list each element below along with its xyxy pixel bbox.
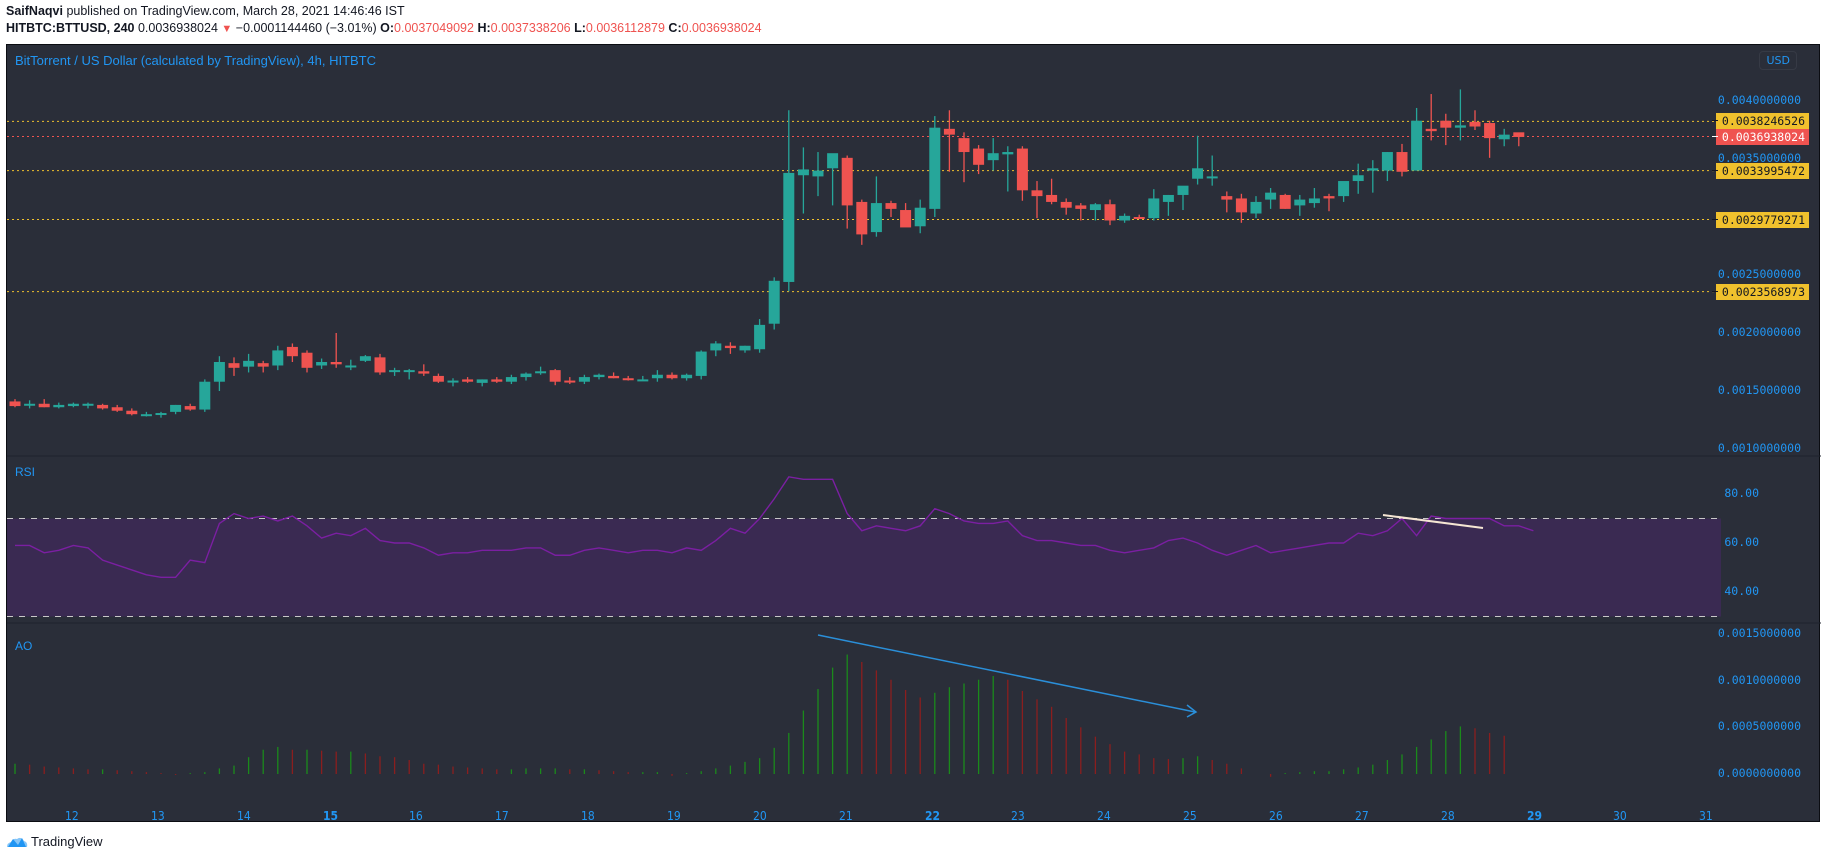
ao-axis-label: 0.0005000000	[1717, 719, 1801, 734]
chart-frame[interactable]: BitTorrent / US Dollar (calculated by Tr…	[6, 44, 1821, 823]
level-price-tag: 0.0033995472	[1711, 162, 1809, 179]
time-axis-label: 23	[1011, 809, 1025, 823]
currency-button[interactable]: USD	[1759, 51, 1797, 70]
price-axis-label: 0.0035000000	[1717, 151, 1801, 165]
time-axis-label: 27	[1355, 809, 1369, 823]
price-axis-label: 0.0010000000	[1717, 441, 1801, 455]
time-axis-label: 31	[1699, 809, 1713, 823]
time-axis-label: 13	[151, 809, 165, 823]
brand-name: TradingView	[31, 834, 103, 849]
price-axis-label: 0.0020000000	[1717, 325, 1801, 339]
high-label: H:	[477, 21, 491, 35]
time-axis-label: 22	[925, 809, 941, 823]
chart-title: BitTorrent / US Dollar (calculated by Tr…	[15, 53, 377, 68]
author-name[interactable]: SaifNaqvi	[6, 4, 63, 18]
low-value: 0.0036112879	[585, 21, 665, 35]
time-axis-label: 29	[1527, 809, 1543, 823]
price-axis-label: 0.0025000000	[1717, 267, 1801, 281]
time-axis-label: 28	[1441, 809, 1455, 823]
open-label: O:	[380, 21, 395, 35]
ao-label: AO	[15, 639, 33, 653]
time-axis-label: 17	[495, 809, 509, 823]
rsi-axis-label: 60.00	[1724, 535, 1759, 549]
rsi-axis-label: 80.00	[1724, 486, 1759, 500]
time-axis-label: 24	[1097, 809, 1111, 823]
rsi-label: RSI	[15, 465, 36, 479]
price-change: −0.0001144460 (−3.01%)	[235, 21, 377, 35]
high-value: 0.0037338206	[490, 21, 571, 35]
close-value: 0.0036938024	[681, 21, 762, 35]
chart-canvas[interactable]	[7, 45, 1821, 823]
last-price: 0.0036938024	[137, 21, 218, 35]
time-axis-label: 19	[667, 809, 681, 823]
time-axis-label: 20	[753, 809, 767, 823]
time-axis-label: 25	[1183, 809, 1197, 823]
time-axis-label: 26	[1269, 809, 1283, 823]
ao-axis-label: 0.0010000000	[1717, 672, 1801, 687]
published-text: published on TradingView.com, March 28, …	[62, 4, 405, 18]
price-axis-label: 0.0015000000	[1717, 383, 1801, 397]
time-axis-label: 30	[1613, 809, 1627, 823]
tradingview-logo[interactable]: TradingView	[6, 834, 103, 849]
time-axis-label: 12	[65, 809, 79, 823]
tradingview-cloud-icon	[7, 837, 28, 847]
ao-axis-label: 0.0015000000	[1717, 626, 1801, 640]
symbol-label: HITBTC:BTTUSD, 240	[6, 21, 135, 35]
level-price-tag: 0.0038246526	[1711, 113, 1809, 130]
time-axis-label: 18	[581, 809, 595, 823]
current-price-tag: 0.0036938024	[1711, 128, 1809, 145]
ao-axis-label: 0.0000000000	[1717, 766, 1801, 780]
level-price-tag: 0.0029779271	[1711, 211, 1809, 228]
time-axis-label: 14	[237, 809, 251, 823]
price-axis-label: 0.0040000000	[1717, 93, 1801, 107]
symbol-info: HITBTC:BTTUSD, 240 0.0036938024 ▼ −0.000…	[6, 21, 762, 35]
level-price-tag: 0.0023568973	[1711, 283, 1809, 300]
time-axis-label: 21	[839, 809, 853, 823]
time-axis-label: 16	[409, 809, 423, 823]
time-axis-label: 15	[323, 809, 339, 823]
low-label: L:	[574, 21, 586, 35]
open-value: 0.0037049092	[394, 21, 474, 35]
close-label: C:	[668, 21, 682, 35]
rsi-axis-label: 40.00	[1724, 584, 1759, 598]
down-triangle-icon: ▼	[221, 23, 233, 35]
publish-info: SaifNaqvi published on TradingView.com, …	[6, 4, 405, 18]
